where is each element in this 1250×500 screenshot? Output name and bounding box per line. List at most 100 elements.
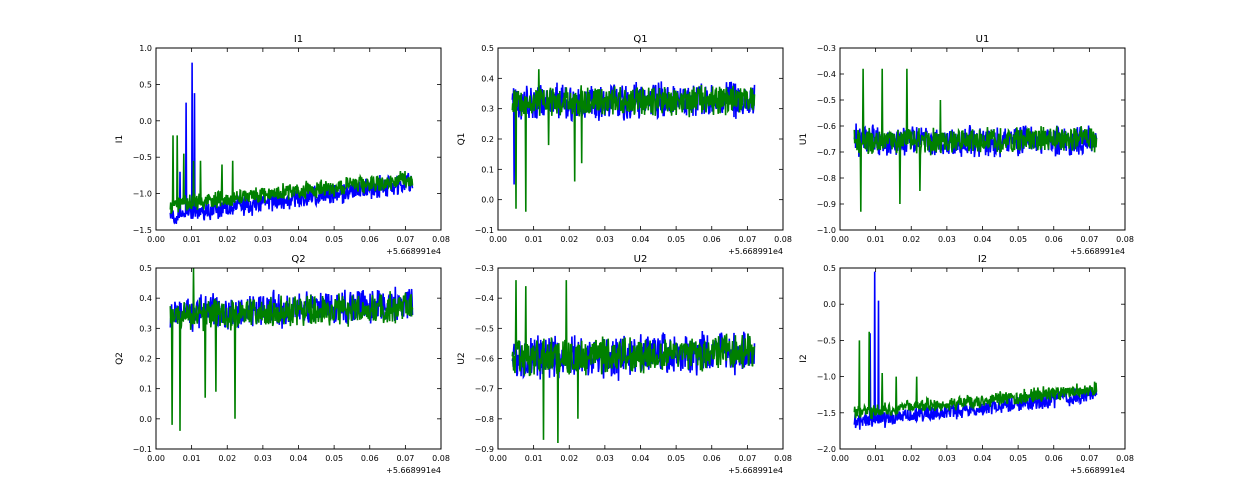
x-tick-label: 0.07 — [396, 235, 414, 244]
x-tick-label: 0.08 — [774, 235, 792, 244]
subplot-I2: 0.00 0.01 0.02 0.03 0.04 0.05 0.06 0.07 0.08 0.5 0… — [799, 254, 1134, 475]
x-tick-label: 0.00 — [147, 235, 165, 244]
y-tick-label: −0.4 — [475, 294, 494, 303]
y-tick-label: 0.1 — [139, 385, 152, 394]
x-tick-label: 0.06 — [703, 454, 721, 463]
subplot-title: Q1 — [633, 34, 647, 45]
series-line-2 — [169, 135, 414, 214]
x-offset-label: +5.668991e4 — [386, 466, 441, 475]
x-tick-label: 0.01 — [867, 454, 885, 463]
x-tick-label: 0.07 — [738, 454, 756, 463]
series-line-2 — [853, 331, 1098, 420]
series-line-2 — [511, 69, 756, 212]
y-tick-label: −0.4 — [817, 70, 836, 79]
x-offset-label: +5.668991e4 — [1070, 247, 1125, 256]
subplot-Q1: 0.00 0.01 0.02 0.03 0.04 0.05 0.06 0.07 0.08 0.5 0… — [457, 34, 792, 256]
y-tick-label: −0.7 — [817, 148, 836, 157]
y-tick-label: −0.6 — [475, 355, 494, 364]
y-tick-label: −0.5 — [817, 96, 836, 105]
x-tick-label: 0.02 — [902, 454, 920, 463]
x-tick-label: 0.00 — [831, 235, 849, 244]
x-tick-label: 0.05 — [325, 235, 343, 244]
x-tick-label: 0.03 — [254, 454, 272, 463]
x-tick-label: 0.06 — [1045, 235, 1063, 244]
x-tick-label: 0.05 — [667, 454, 685, 463]
x-tick-label: 0.02 — [560, 454, 578, 463]
x-tick-label: 0.00 — [489, 235, 507, 244]
subplot-title: Q2 — [291, 254, 305, 265]
x-tick-label: 0.02 — [218, 454, 236, 463]
y-tick-label: 0.2 — [481, 135, 494, 144]
y-tick-label: 0.5 — [823, 264, 836, 273]
x-tick-label: 0.06 — [1045, 454, 1063, 463]
x-tick-label: 0.05 — [325, 454, 343, 463]
x-tick-label: 0.03 — [254, 235, 272, 244]
x-tick-label: 0.06 — [361, 454, 379, 463]
x-tick-label: 0.01 — [183, 235, 201, 244]
x-offset-label: +5.668991e4 — [386, 247, 441, 256]
y-tick-label: −0.1 — [133, 445, 152, 454]
x-tick-label: 0.07 — [1080, 454, 1098, 463]
x-tick-label: 0.08 — [774, 454, 792, 463]
y-tick-label: −2.0 — [817, 445, 836, 454]
y-axis-label: I2 — [799, 354, 809, 362]
y-axis-label: U2 — [457, 352, 467, 364]
x-tick-label: 0.00 — [147, 454, 165, 463]
y-tick-label: −1.0 — [133, 190, 152, 199]
y-tick-label: −0.9 — [817, 200, 836, 209]
subplot-title: U2 — [634, 254, 648, 265]
x-tick-label: 0.01 — [867, 235, 885, 244]
x-tick-label: 0.00 — [831, 454, 849, 463]
x-offset-label: +5.668991e4 — [1070, 466, 1125, 475]
y-tick-label: 0.0 — [481, 196, 494, 205]
x-tick-label: 0.03 — [596, 235, 614, 244]
x-tick-label: 0.08 — [432, 454, 450, 463]
x-tick-label: 0.08 — [432, 235, 450, 244]
y-axis-label: Q1 — [457, 133, 467, 146]
y-axis-label: I1 — [115, 135, 125, 143]
y-tick-label: −1.5 — [133, 226, 152, 235]
y-tick-label: −0.3 — [475, 264, 494, 273]
x-tick-label: 0.01 — [183, 454, 201, 463]
y-tick-label: 0.5 — [139, 80, 152, 89]
x-tick-label: 0.04 — [632, 235, 650, 244]
y-tick-label: 0.5 — [481, 44, 494, 53]
y-tick-label: −0.5 — [817, 336, 836, 345]
y-tick-label: −1.0 — [817, 373, 836, 382]
y-tick-label: 0.4 — [139, 294, 152, 303]
y-tick-label: 1.0 — [139, 44, 152, 53]
subplot-U1: 0.00 0.01 0.02 0.03 0.04 0.05 0.06 0.07 0.08 −0.3… — [799, 34, 1134, 256]
y-tick-label: 0.1 — [481, 165, 494, 174]
y-tick-label: 0.0 — [139, 415, 152, 424]
y-tick-label: −1.5 — [817, 409, 836, 418]
x-tick-label: 0.04 — [632, 454, 650, 463]
y-tick-label: −0.8 — [817, 174, 836, 183]
subplot-title: U1 — [976, 34, 990, 45]
series-line-1 — [853, 271, 1098, 430]
x-tick-label: 0.02 — [560, 235, 578, 244]
x-tick-label: 0.07 — [738, 235, 756, 244]
x-tick-label: 0.04 — [974, 454, 992, 463]
y-tick-label: 0.0 — [823, 300, 836, 309]
y-tick-label: 0.3 — [481, 105, 494, 114]
y-tick-label: −1.0 — [817, 226, 836, 235]
subplot-title: I1 — [294, 34, 303, 45]
y-tick-label: −0.9 — [475, 445, 494, 454]
x-tick-label: 0.03 — [938, 235, 956, 244]
x-tick-label: 0.06 — [361, 235, 379, 244]
y-tick-label: 0.3 — [139, 324, 152, 333]
x-tick-label: 0.07 — [1080, 235, 1098, 244]
y-axis-label: Q2 — [115, 352, 125, 365]
axes-frame — [497, 47, 784, 231]
y-tick-label: −0.8 — [475, 415, 494, 424]
series-line-2 — [853, 68, 1098, 212]
subplot-Q2: 0.00 0.01 0.02 0.03 0.04 0.05 0.06 0.07 0.08 0.5 0… — [115, 254, 450, 475]
y-axis-label: U1 — [799, 133, 809, 145]
subplot-I1: 0.00 0.01 0.02 0.03 0.04 0.05 0.06 0.07 0.08 1.0 0… — [115, 34, 450, 256]
x-tick-label: 0.05 — [1009, 454, 1027, 463]
x-tick-label: 0.02 — [902, 235, 920, 244]
y-tick-label: −0.3 — [817, 44, 836, 53]
x-tick-label: 0.01 — [525, 235, 543, 244]
y-tick-label: −0.5 — [475, 324, 494, 333]
y-tick-label: 0.0 — [139, 117, 152, 126]
